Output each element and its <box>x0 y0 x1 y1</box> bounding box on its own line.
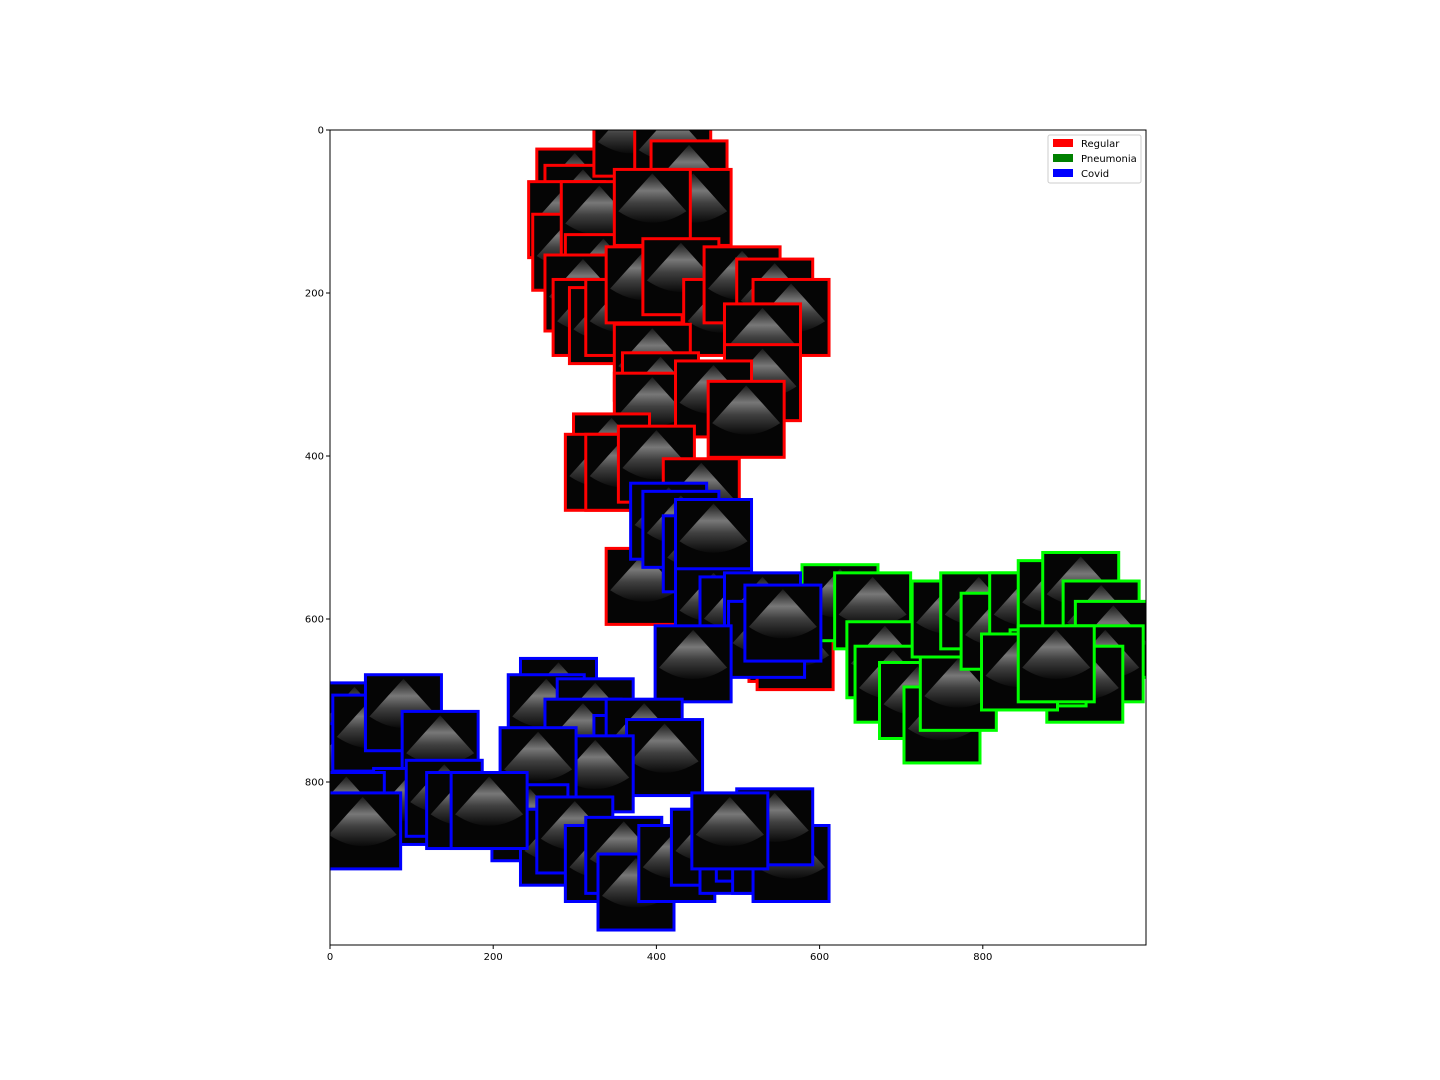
x-tick-label: 200 <box>484 952 503 963</box>
legend-swatch <box>1053 154 1073 162</box>
legend-label: Regular <box>1081 139 1120 150</box>
legend: Regular Pneumonia Covid <box>1047 134 1142 184</box>
legend-label: Covid <box>1081 169 1109 180</box>
x-tick-label: 0 <box>327 952 333 963</box>
x-tick-label: 400 <box>647 952 666 963</box>
thumbnail-point <box>1016 624 1096 704</box>
thumbnail-point <box>674 498 754 577</box>
y-axis: 0 200 400 600 800 <box>305 126 330 789</box>
x-axis: 0 200 400 600 800 <box>327 945 992 963</box>
x-tick-label: 800 <box>973 952 992 963</box>
thumbnail-point <box>743 583 823 663</box>
thumbnail-point <box>690 791 770 871</box>
thumbnail-point <box>330 791 403 871</box>
y-tick-label: 200 <box>305 289 324 300</box>
y-tick-label: 0 <box>318 126 324 137</box>
thumbnail-point <box>449 771 529 851</box>
legend-swatch <box>1053 139 1073 147</box>
thumbnail-point <box>706 379 786 459</box>
thumbnail-point <box>625 718 705 798</box>
y-tick-label: 800 <box>305 778 324 789</box>
legend-label: Pneumonia <box>1081 154 1137 165</box>
x-tick-label: 600 <box>810 952 829 963</box>
plot-frame <box>329 129 1147 946</box>
thumbnail-point <box>653 624 733 704</box>
y-tick-label: 400 <box>305 452 324 463</box>
thumbnail-point <box>612 167 692 247</box>
points-layer <box>330 130 1146 932</box>
y-tick-label: 600 <box>305 615 324 626</box>
legend-swatch <box>1053 169 1073 177</box>
